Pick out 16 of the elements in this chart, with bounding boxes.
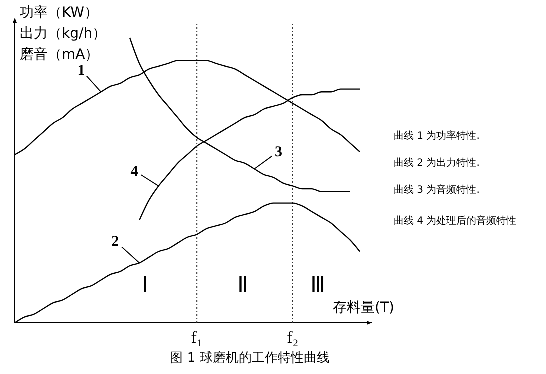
x-tick-label: f₂ xyxy=(287,328,299,348)
y-axis-title: 功率（KW）出力（kg/h）磨音（mA） xyxy=(20,5,107,63)
text: 曲线 3 为音频特性. xyxy=(394,184,480,196)
series-label: 2 xyxy=(112,234,120,250)
annotation: Ⅱ xyxy=(238,272,248,297)
series-label: 4 xyxy=(130,164,139,180)
text: 曲线 2 为出力特性. xyxy=(394,157,480,169)
text: 图 1 球磨机的工作特性曲线 xyxy=(170,351,330,366)
legend-label: 3 xyxy=(275,144,283,160)
annotation: Ⅲ xyxy=(310,272,326,297)
series-label: 1 xyxy=(78,63,86,80)
annotation: Ⅰ xyxy=(142,272,148,297)
x-tick-label: f₁ xyxy=(191,328,203,348)
x-axis-title: 存料量(T) xyxy=(333,300,394,316)
text: 曲线 1 为功率特性. xyxy=(394,130,480,142)
text: 曲线 4 为处理后的音频特性 xyxy=(394,215,517,227)
